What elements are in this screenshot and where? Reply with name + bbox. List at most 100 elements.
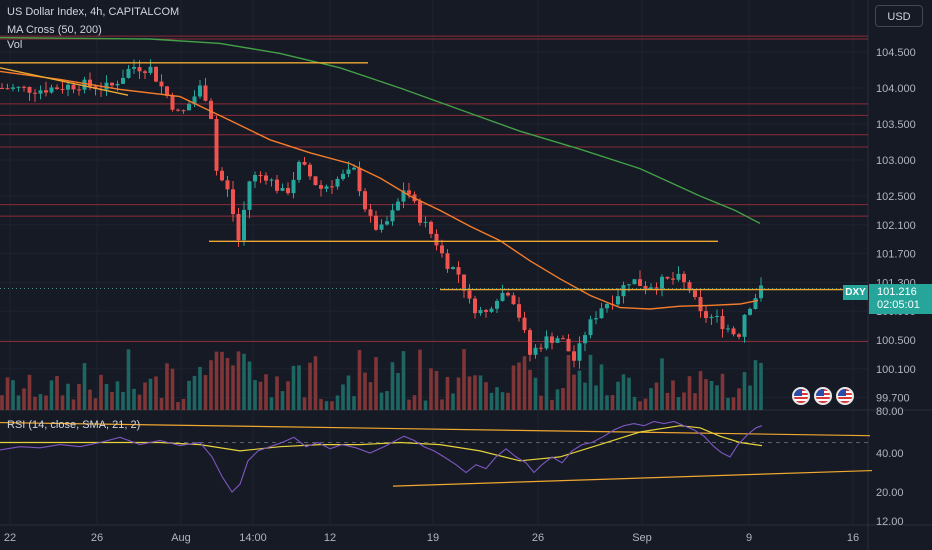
volume-bar: [478, 375, 483, 410]
candle-body: [280, 188, 285, 191]
candle-body: [357, 167, 362, 192]
candle-body: [517, 304, 521, 318]
volume-bar: [665, 392, 670, 410]
legend-ma-cross[interactable]: MA Cross (50, 200): [7, 24, 102, 36]
volume-bar: [346, 375, 351, 410]
candle-body: [566, 338, 571, 352]
volume-bar: [572, 374, 576, 410]
currency-button[interactable]: USD: [875, 5, 923, 27]
candle-body: [148, 66, 153, 73]
volume-bar: [220, 351, 224, 410]
time-tick-label: 22: [4, 532, 16, 544]
volume-bar: [148, 378, 153, 410]
candle-body: [346, 169, 351, 174]
candle-body: [555, 338, 560, 343]
volume-bar: [627, 377, 631, 410]
moving-averages: [0, 36, 761, 310]
candle-body: [308, 164, 312, 177]
volume-bar: [709, 380, 714, 410]
volume-bar: [357, 349, 362, 410]
candle-body: [132, 67, 136, 69]
volume-bar: [566, 354, 571, 410]
candle-body: [335, 178, 340, 187]
volume-bar: [539, 395, 543, 410]
us-flag-icon[interactable]: [836, 387, 854, 405]
volume-bar: [104, 384, 109, 410]
resistance-levels: [0, 35, 868, 342]
volume-bar: [308, 362, 312, 410]
candle-body: [682, 273, 686, 283]
volume-bar: [434, 370, 439, 410]
candle-body: [253, 175, 257, 182]
time-tick-label: 26: [532, 532, 544, 544]
candle-body: [473, 298, 477, 314]
volume-bar: [275, 376, 279, 410]
volume-bar: [654, 382, 659, 410]
volume-bar: [335, 395, 340, 410]
candle-body: [561, 338, 565, 340]
candle-body: [176, 109, 180, 111]
volume-bar: [484, 382, 488, 410]
candle-body: [242, 209, 246, 241]
price-tick-label: 103.000: [876, 155, 916, 167]
candle-body: [506, 292, 510, 296]
candle-body: [203, 85, 208, 101]
volume-bar: [88, 389, 92, 410]
volume-bar: [396, 373, 400, 410]
volume-bar: [93, 398, 98, 410]
volume-bar: [297, 365, 301, 410]
volume-bar: [698, 371, 703, 410]
candle-body: [313, 176, 318, 186]
volume-bar: [753, 360, 758, 410]
volume-bar: [99, 374, 103, 410]
volume-bar: [16, 395, 21, 410]
volume-bar: [154, 376, 158, 410]
volume-bar: [132, 388, 136, 410]
candle-body: [209, 100, 213, 119]
volume-bar: [341, 384, 345, 410]
volume-bar: [742, 372, 747, 410]
volume-bar: [22, 388, 26, 410]
volume-bar: [550, 400, 554, 410]
candles[interactable]: [0, 59, 763, 369]
candle-body: [693, 290, 697, 298]
candle-body: [583, 335, 587, 344]
legend-rsi[interactable]: RSI (14, close, SMA, 21, 2): [7, 419, 141, 431]
rsi-lower-trendline: [392, 469, 873, 487]
volume-bars: [0, 349, 763, 410]
volume-bar: [66, 383, 70, 410]
price-tick-label: 104.500: [876, 47, 916, 59]
us-flag-icon[interactable]: [792, 387, 810, 405]
candle-body: [715, 315, 719, 317]
volume-bar: [379, 392, 384, 410]
candle-body: [528, 330, 532, 355]
candle-body: [731, 328, 736, 335]
candle-body: [385, 221, 389, 225]
candle-body: [137, 67, 142, 72]
us-flag-icon[interactable]: [814, 387, 832, 405]
candle-body: [456, 267, 461, 275]
legend-volume[interactable]: Vol: [7, 39, 23, 51]
volume-bar: [649, 388, 653, 410]
candle-body: [66, 84, 70, 90]
volume-bar: [181, 398, 186, 410]
candle-body: [341, 173, 345, 179]
volume-bar: [715, 385, 719, 410]
trendlines[interactable]: [0, 62, 868, 291]
candle-body: [544, 336, 549, 349]
candle-body: [484, 310, 488, 312]
candle-body: [236, 214, 241, 241]
current-price: 101.216: [877, 286, 917, 298]
volume-bar: [0, 395, 4, 410]
volume-bar: [264, 374, 268, 410]
volume-bar: [451, 393, 455, 410]
volume-bar: [429, 368, 433, 410]
volume-bar: [11, 380, 15, 410]
volume-bar: [489, 392, 494, 410]
candle-body: [687, 282, 692, 291]
candle-body: [82, 79, 87, 90]
candle-body: [440, 245, 444, 254]
candle-body: [495, 300, 499, 309]
volume-bar: [176, 401, 180, 410]
